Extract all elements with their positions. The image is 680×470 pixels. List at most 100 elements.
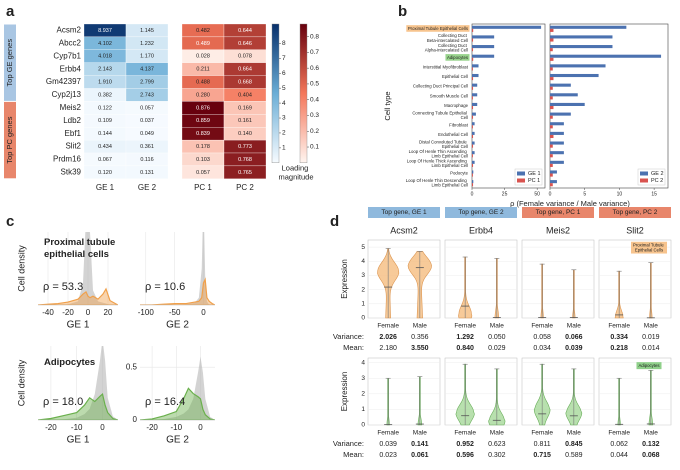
x-tick-label: -20	[45, 423, 57, 432]
category-label: Fibroblast	[449, 122, 469, 127]
column-header: Top gene, PC 1	[536, 209, 581, 216]
bar	[472, 67, 473, 71]
annotation: ρ = 53.3	[43, 281, 83, 293]
variance-value: 0.356	[411, 334, 429, 341]
variance-value: 0.952	[456, 441, 474, 448]
column-label: PC 2	[236, 183, 254, 192]
x-tick-label: 50	[534, 191, 540, 197]
cell-label: 0.765	[238, 170, 252, 176]
cell-label: 0.876	[196, 105, 210, 111]
heatmap-cell	[125, 165, 169, 179]
badge-label: Proximal Tubule Epithelial Cells	[633, 243, 665, 253]
category-label: Loop Of Henle Thick Ascending Limb Epith…	[407, 159, 468, 169]
colorbar-tick-label: 0.5	[310, 81, 319, 88]
bar	[550, 25, 627, 29]
mean-value: 3.550	[411, 345, 429, 352]
y-axis-label: Expression	[340, 259, 349, 299]
bar	[550, 154, 553, 158]
colorbar-tick-label: 0.1	[310, 144, 319, 151]
mean-value: 0.039	[565, 345, 583, 352]
panel-label: a	[6, 3, 15, 20]
cell-label: 0.140	[238, 131, 252, 137]
column-label: GE 2	[138, 183, 157, 192]
cell-label: 0.178	[196, 144, 210, 150]
mean-value: 0.302	[488, 452, 506, 459]
cell-label: 0.057	[140, 105, 154, 111]
cell-label: 0.211	[196, 67, 209, 73]
colorbar-tick-label: 7	[282, 55, 286, 62]
y-axis-label: Cell density	[16, 245, 26, 292]
bar	[472, 122, 475, 126]
mean-value: 0.589	[565, 452, 583, 459]
cell-label: 4.137	[140, 67, 154, 73]
gene-label: Erbb4	[469, 225, 493, 235]
variance-value: 0.141	[411, 441, 429, 448]
panel-label: c	[6, 213, 14, 230]
cell-label: 0.489	[196, 41, 210, 47]
density-area	[140, 356, 215, 420]
bar	[472, 25, 542, 29]
mean-value: 0.715	[533, 452, 551, 459]
y-tick-label: 1	[361, 301, 365, 308]
cell-label: 0.078	[238, 54, 252, 60]
bar	[550, 77, 554, 81]
column-header-bg	[445, 207, 517, 218]
x-tick-label: 5	[583, 191, 586, 197]
cell-label: 0.488	[196, 80, 210, 86]
x-tick-label: 10	[617, 191, 623, 197]
x-tick-label: 0	[86, 308, 91, 317]
colorbar-tick-label: 0.2	[310, 128, 319, 135]
variance-value: 0.050	[488, 334, 506, 341]
bar	[472, 73, 479, 78]
y-tick-label: 2	[361, 286, 365, 293]
variance-value: 0.132	[642, 441, 660, 448]
bar	[550, 102, 585, 106]
bar	[550, 38, 554, 42]
density-area	[140, 277, 215, 305]
column-header: Top gene, GE 1	[381, 209, 427, 216]
bar	[472, 93, 478, 97]
cell-label: 0.049	[140, 131, 154, 137]
mean-value: 0.596	[456, 452, 474, 459]
colorbar-tick-label: 0.4	[310, 96, 319, 103]
category-label: Podocyte	[450, 171, 469, 176]
cell-label: 0.120	[98, 170, 112, 176]
bar	[472, 106, 474, 110]
group-label: Female	[377, 323, 399, 330]
row-group-label: Top GE genes	[5, 39, 14, 87]
row-label: Ldb2	[63, 116, 81, 125]
cell-label: 1.145	[140, 28, 154, 34]
category-label: Collecting Duct Beta-intercalated Cell	[427, 33, 468, 43]
x-tick-label: -10	[71, 423, 83, 432]
stat-label: Variance:	[333, 439, 364, 448]
group-label: Female	[531, 323, 553, 330]
row-label: Gm42397	[46, 77, 82, 86]
cell-label: 2.143	[98, 67, 112, 73]
mean-value: 0.068	[642, 452, 660, 459]
group-label: Male	[490, 323, 504, 330]
bar	[550, 64, 606, 68]
bar	[550, 170, 557, 174]
cell-label: 0.144	[98, 131, 112, 137]
mean-value: 0.029	[488, 345, 506, 352]
cell-label: 1.910	[98, 80, 112, 86]
bar	[550, 112, 571, 116]
mean-value: 0.044	[610, 452, 628, 459]
bar	[550, 73, 599, 78]
cell-label: 0.037	[140, 118, 154, 124]
x-axis-label: ρ (Female variance / Male variance)	[510, 199, 630, 208]
bar	[472, 38, 474, 42]
colorbar-tick-label: 3	[282, 115, 286, 122]
plot-frame	[444, 357, 518, 426]
group-label: Female	[454, 323, 476, 330]
bar	[472, 57, 474, 61]
bar	[550, 86, 553, 90]
colorbar-tick-label: 0.8	[310, 33, 319, 40]
bar	[472, 173, 473, 177]
bar	[550, 57, 554, 61]
annotation: ρ = 16.4	[145, 396, 185, 408]
bar	[550, 28, 554, 32]
plot-frame	[367, 357, 441, 426]
category-label: Collecting Duct Principal Cell	[413, 84, 468, 89]
x-tick-label: -10	[171, 423, 183, 432]
